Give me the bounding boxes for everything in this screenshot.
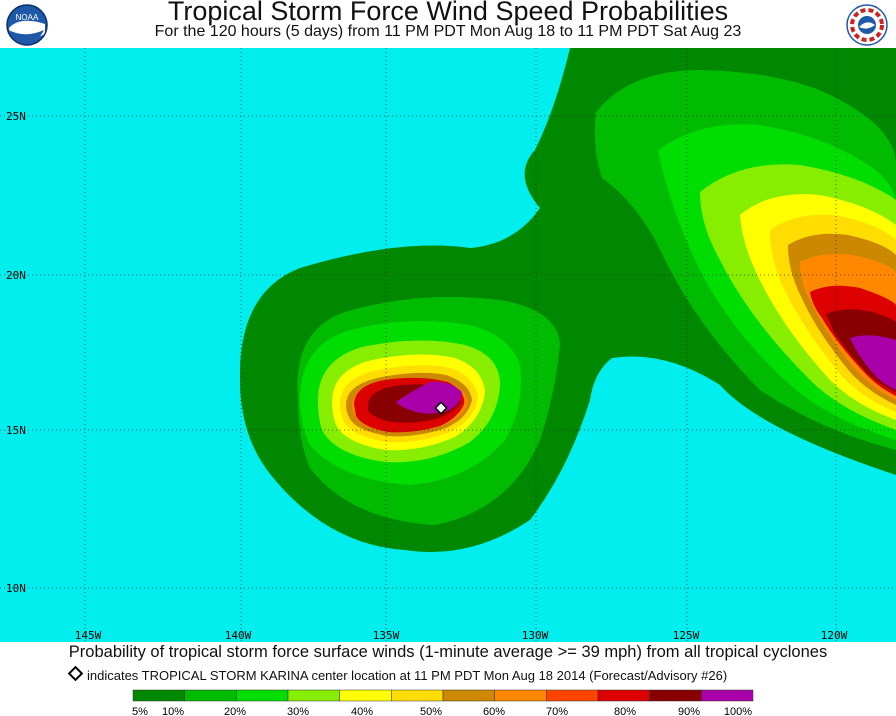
probability-legend: 5% 10% 20% 30% 40% 50% 60% 70% 80% 90% 100% (132, 689, 754, 716)
legend-swatch (339, 689, 392, 702)
legend-swatch (184, 689, 237, 702)
svg-text:NOAA: NOAA (16, 13, 39, 22)
header: NOAA Tropical Storm Force Wind Speed Pro… (0, 0, 896, 48)
legend-swatch (701, 689, 754, 702)
lon-label-125w: 125W (673, 629, 700, 642)
lat-label-25n: 25N (6, 110, 26, 123)
graticule (0, 48, 896, 642)
national-weather-service-logo (846, 4, 888, 46)
legend-swatch (597, 689, 650, 702)
legend-swatch (546, 689, 599, 702)
noaa-logo: NOAA (6, 4, 48, 46)
probability-map: 25N 20N 15N 10N 145W 140W 135W 130W 125W… (0, 48, 896, 642)
legend-label: 20% (224, 706, 246, 716)
legend-swatch (391, 689, 444, 702)
legend-label: 90% (678, 706, 700, 716)
lat-label-10n: 10N (6, 582, 26, 595)
lon-label-135w: 135W (373, 629, 400, 642)
page-subtitle: For the 120 hours (5 days) from 11 PM PD… (154, 23, 742, 40)
legend-label: 100% (724, 706, 752, 716)
storm-center-marker (434, 401, 448, 415)
legend-label: 10% (162, 706, 184, 716)
legend-labels: 5% 10% 20% 30% 40% 50% 60% 70% 80% 90% 100% (132, 706, 752, 716)
probability-contours (239, 48, 896, 552)
diamond-icon (67, 665, 84, 682)
lat-label-20n: 20N (6, 269, 26, 282)
marker-note-text: indicates TROPICAL STORM KARINA center l… (87, 668, 728, 683)
legend-label: 60% (483, 706, 505, 716)
lon-label-120w: 120W (821, 629, 848, 642)
legend-label: 40% (351, 706, 373, 716)
legend-label: 30% (287, 706, 309, 716)
legend-color-bar (132, 689, 754, 702)
legend-swatch (494, 689, 547, 702)
lon-label-130w: 130W (522, 629, 549, 642)
lon-label-140w: 140W (225, 629, 252, 642)
lon-label-145w: 145W (75, 629, 102, 642)
legend-swatch (287, 689, 340, 702)
legend-swatch (649, 689, 702, 702)
legend-swatch (236, 689, 289, 702)
legend-label: 50% (420, 706, 442, 716)
map-description: Probability of tropical storm force surf… (68, 643, 828, 661)
marker-note: indicates TROPICAL STORM KARINA center l… (67, 665, 728, 683)
legend-label: 5% (132, 706, 148, 716)
contour-100pct-b (850, 335, 896, 390)
contour-100pct-a (396, 381, 462, 414)
legend-swatch (132, 689, 185, 702)
lat-label-15n: 15N (6, 424, 26, 437)
legend-label: 80% (614, 706, 636, 716)
legend-swatch (442, 689, 495, 702)
legend-label: 70% (546, 706, 568, 716)
page-title: Tropical Storm Force Wind Speed Probabil… (167, 0, 729, 26)
